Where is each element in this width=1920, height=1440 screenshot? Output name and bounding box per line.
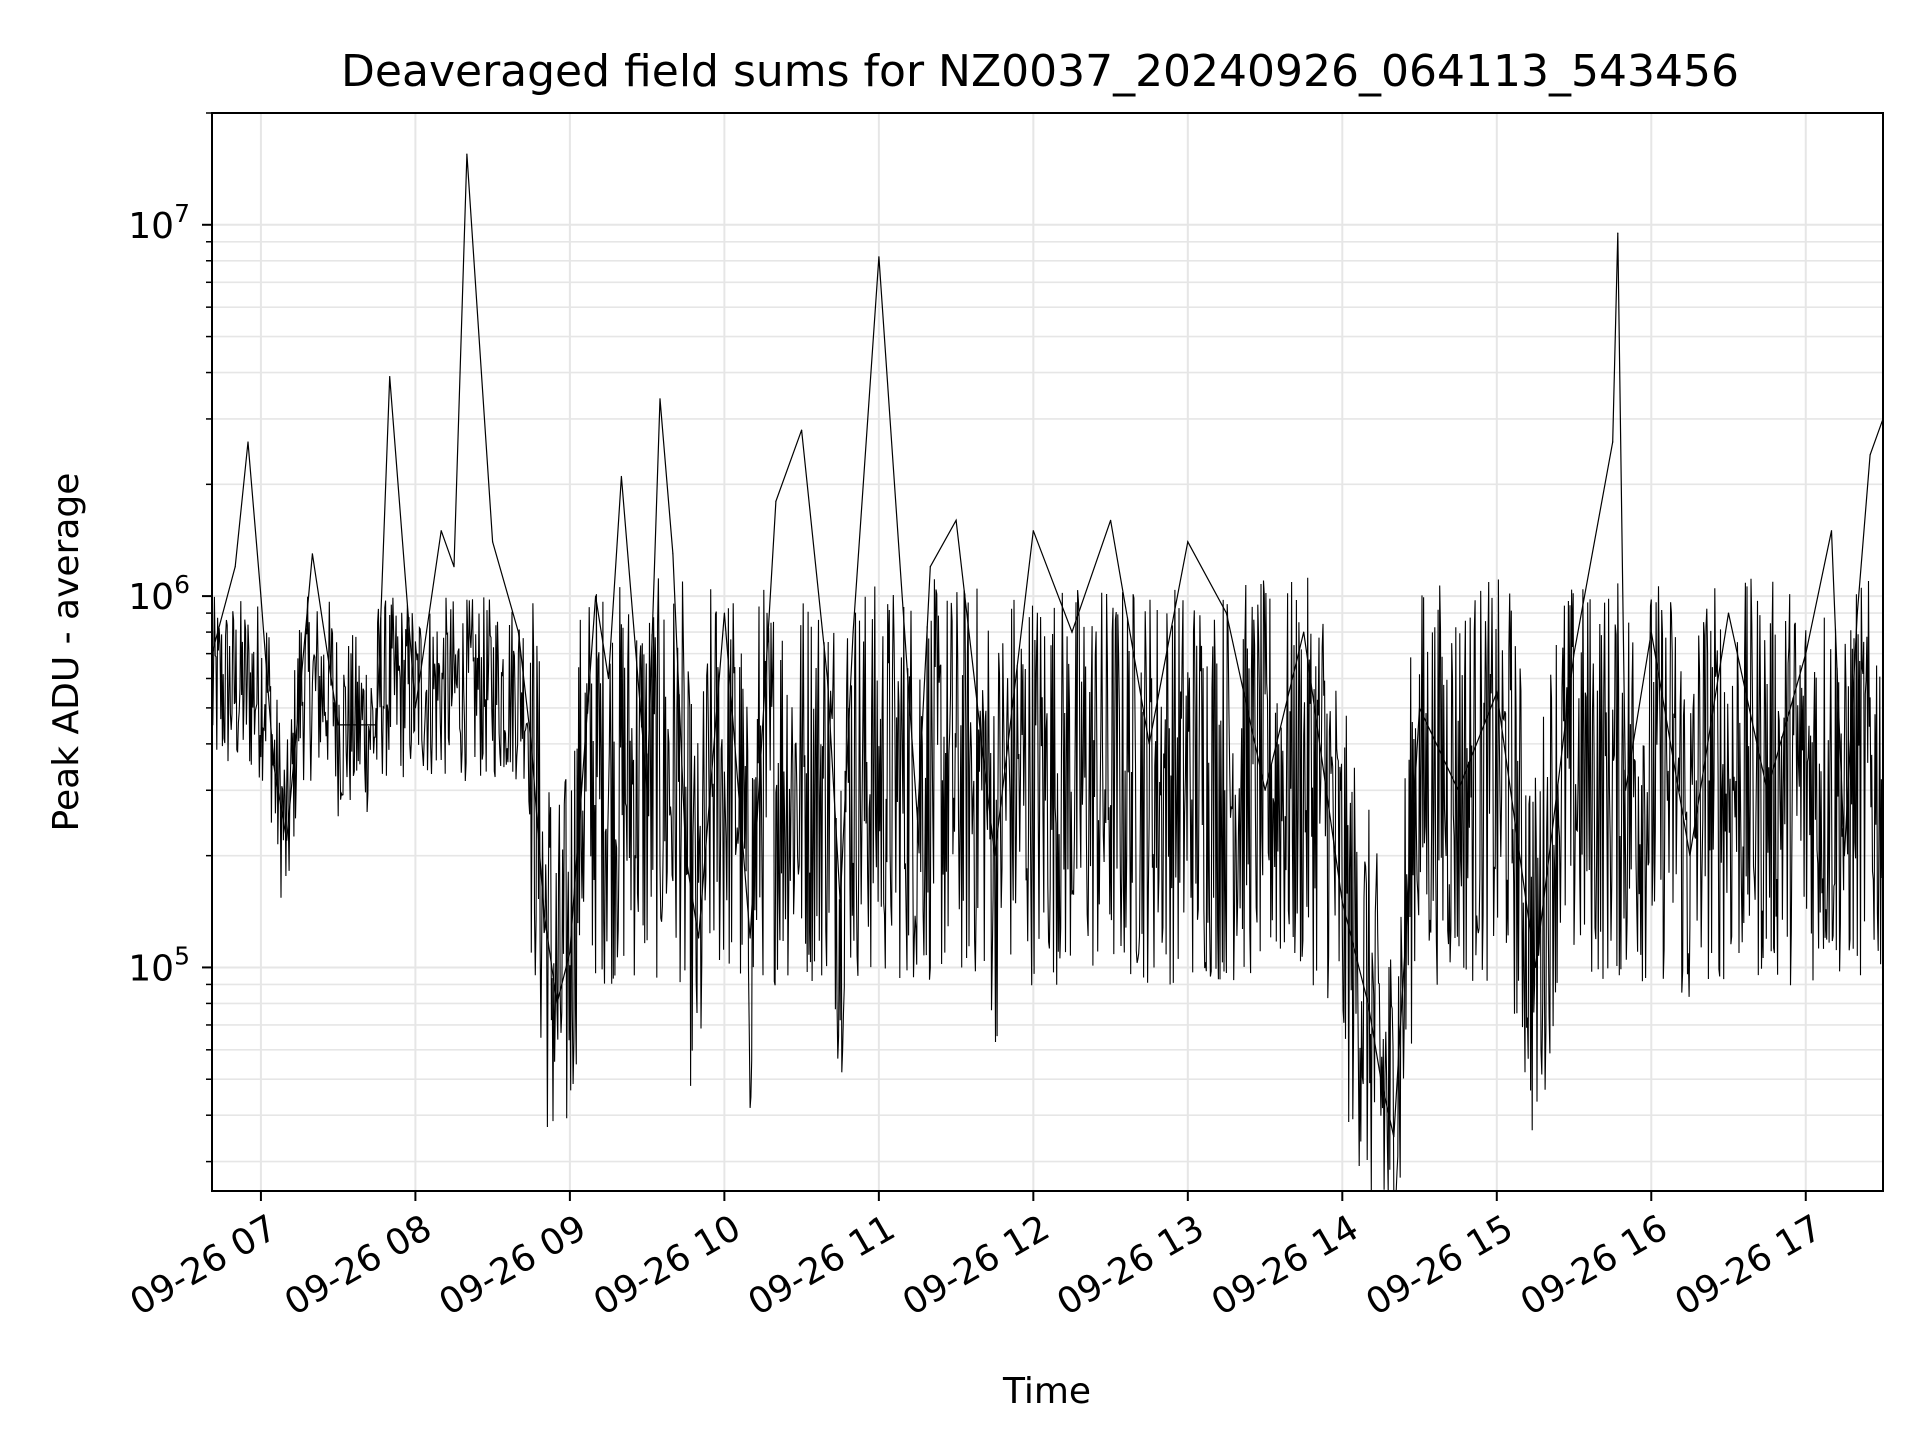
data-point [839, 901, 841, 903]
data-point [685, 855, 687, 857]
data-point [607, 677, 610, 680]
data-point [1766, 789, 1768, 791]
data-point [569, 951, 571, 953]
data-point [749, 937, 751, 939]
x-tick-label: 09-26 11 [741, 1207, 902, 1323]
data-point [620, 475, 623, 478]
data-point [852, 631, 854, 633]
data-point [414, 707, 416, 709]
plot-frame [211, 112, 1884, 1192]
data-point [1341, 901, 1343, 903]
y-tick-label: 105 [128, 941, 190, 989]
x-tick-label: 09-26 12 [896, 1207, 1057, 1323]
data-point [1032, 530, 1034, 532]
data-point [1264, 789, 1266, 791]
data-point [1650, 631, 1652, 633]
data-point [337, 724, 339, 726]
data-point [1856, 612, 1858, 614]
data-point [260, 595, 262, 597]
data-point [1805, 653, 1807, 655]
data-point [659, 398, 661, 400]
data-point [1496, 691, 1498, 694]
y-tick-label: 107 [128, 199, 190, 247]
data-point [1418, 707, 1421, 709]
data-point [1617, 232, 1619, 234]
plot-area [212, 153, 1883, 1191]
data-point [466, 153, 468, 155]
data-point [530, 743, 532, 745]
data-point [1393, 1136, 1395, 1138]
data-point [1225, 612, 1227, 614]
y-axis-label: Peak ADU - average [46, 473, 87, 832]
x-tick-label: 09-26 07 [124, 1207, 285, 1323]
series-line [212, 154, 1883, 1137]
x-tick-label: 09-26 15 [1359, 1207, 1520, 1323]
data-point [517, 631, 520, 633]
x-tick-label: 09-26 08 [278, 1207, 439, 1323]
data-point [775, 500, 777, 502]
data-point [595, 595, 597, 597]
data-point [1148, 743, 1150, 745]
data-point [826, 677, 829, 680]
data-point [929, 566, 931, 568]
x-tick-label: 09-26 16 [1514, 1207, 1675, 1323]
data-point [1457, 789, 1459, 791]
data-point [1869, 454, 1871, 456]
data-point [273, 764, 275, 767]
data-point [801, 429, 803, 431]
data-point [1187, 541, 1189, 543]
data-point [1303, 631, 1305, 633]
data-point [1612, 441, 1614, 443]
data-point [1071, 631, 1073, 633]
data-point [543, 912, 545, 914]
data-point [1830, 530, 1833, 532]
data-point [234, 566, 236, 568]
data-point [1573, 653, 1575, 655]
x-tick-label: 09-26 09 [433, 1207, 594, 1323]
chart-title: Deaveraged field sums for NZ0037_2024092… [341, 46, 1739, 97]
data-point [247, 441, 249, 443]
data-point [994, 855, 996, 857]
x-tick-label: 09-26 13 [1050, 1207, 1211, 1323]
data-point [376, 724, 378, 726]
data-point [1727, 612, 1730, 614]
series-line-detail [212, 577, 1883, 1191]
data-point [311, 553, 313, 555]
data-point [878, 256, 880, 258]
data-point [1843, 855, 1845, 857]
data-point [672, 553, 674, 555]
x-tick-label: 09-26 17 [1668, 1207, 1829, 1323]
data-point [916, 819, 919, 821]
data-point [556, 1002, 558, 1005]
data-point [1367, 1002, 1369, 1005]
x-tick-label: 09-26 14 [1205, 1207, 1366, 1323]
data-point [698, 937, 700, 939]
data-point [286, 839, 288, 841]
data-point [453, 566, 455, 568]
data-point [955, 519, 957, 521]
data-point [1624, 789, 1627, 791]
data-point [646, 789, 648, 791]
x-axis-label: Time [1002, 1371, 1091, 1412]
data-point [492, 541, 494, 543]
y-tick-label: 106 [128, 570, 190, 618]
data-point [1110, 519, 1112, 521]
data-point [1534, 966, 1536, 969]
data-point [723, 612, 726, 614]
data-point [440, 530, 442, 532]
data-point [1380, 1078, 1382, 1080]
data-point [1689, 855, 1691, 857]
y-axis: 105 106 107 [128, 112, 212, 1163]
data-point [389, 376, 391, 378]
x-tick-label: 09-26 10 [587, 1207, 748, 1323]
